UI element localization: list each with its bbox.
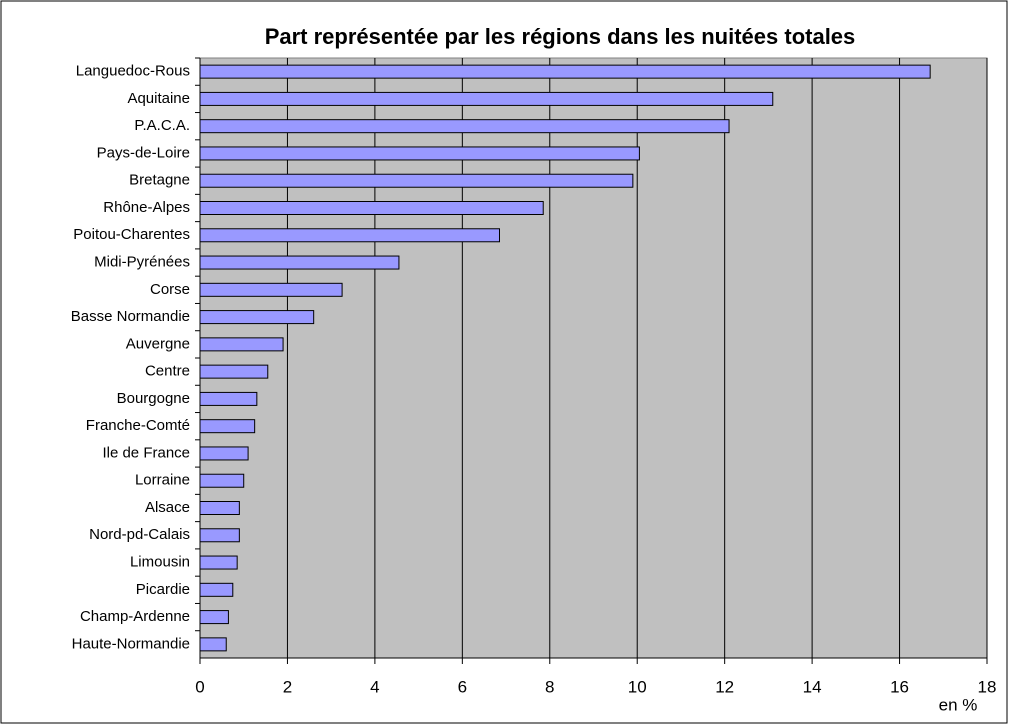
- y-tick-label: Nord-pd-Calais: [89, 526, 190, 543]
- bar: [199, 173, 634, 188]
- y-tick-label: Rhône-Alpes: [103, 199, 190, 216]
- bar: [199, 391, 258, 406]
- y-tick-label: Basse Normandie: [71, 308, 190, 325]
- y-tick-label: Lorraine: [135, 472, 190, 489]
- x-tick-label: 4: [370, 677, 379, 696]
- y-tick-label: Limousin: [130, 554, 190, 571]
- y-tick-label: Auvergne: [126, 335, 190, 352]
- bar: [199, 610, 229, 625]
- bar: [199, 146, 640, 161]
- y-tick-label: Languedoc-Rous: [76, 63, 190, 80]
- bar: [199, 119, 730, 134]
- y-tick-label: Haute-Normandie: [72, 635, 190, 652]
- bar: [199, 255, 400, 270]
- y-tick-label: Aquitaine: [127, 90, 190, 107]
- x-tick-label: 8: [545, 677, 554, 696]
- bar: [199, 201, 544, 215]
- y-tick-label: Bretagne: [129, 172, 190, 189]
- y-tick-label: Poitou-Charentes: [73, 226, 190, 243]
- x-tick-label: 0: [195, 677, 204, 696]
- bar: [199, 555, 238, 570]
- y-tick-label: P.A.C.A.: [134, 117, 190, 134]
- bar: [199, 582, 234, 597]
- bar: [199, 364, 269, 379]
- chart-title: Part représentée par les régions dans le…: [265, 24, 856, 49]
- y-tick-label: Pays-de-Loire: [97, 144, 190, 161]
- bar: [199, 228, 500, 243]
- y-tick-label: Corse: [150, 281, 190, 298]
- y-tick-label: Bourgogne: [117, 390, 190, 407]
- bar: [199, 91, 774, 106]
- x-tick-label: 6: [458, 677, 467, 696]
- y-tick-label: Picardie: [136, 581, 190, 598]
- y-tick-label: Centre: [145, 363, 190, 380]
- y-tick-label: Champ-Ardenne: [80, 608, 190, 625]
- y-tick-label: Franche-Comté: [86, 417, 190, 434]
- bar: [199, 473, 245, 488]
- bar: [199, 446, 249, 461]
- y-tick-label: Ile de France: [102, 444, 190, 461]
- x-tick-label: 16: [890, 677, 909, 696]
- bar: [199, 64, 931, 79]
- bar: [199, 337, 284, 352]
- x-tick-label: 12: [715, 677, 734, 696]
- x-tick-label: 18: [978, 677, 997, 696]
- bar: [199, 282, 343, 297]
- bar: [199, 637, 227, 652]
- bar: [199, 419, 256, 434]
- x-axis-label: en %: [939, 695, 978, 714]
- y-tick-label: Alsace: [145, 499, 190, 516]
- x-tick-label: 14: [803, 677, 822, 696]
- x-tick-label: 2: [283, 677, 292, 696]
- bar: [199, 501, 240, 515]
- y-tick-label: Midi-Pyrénées: [94, 254, 190, 271]
- bar: [199, 310, 315, 325]
- x-tick-label: 10: [628, 677, 647, 696]
- bar: [199, 528, 240, 543]
